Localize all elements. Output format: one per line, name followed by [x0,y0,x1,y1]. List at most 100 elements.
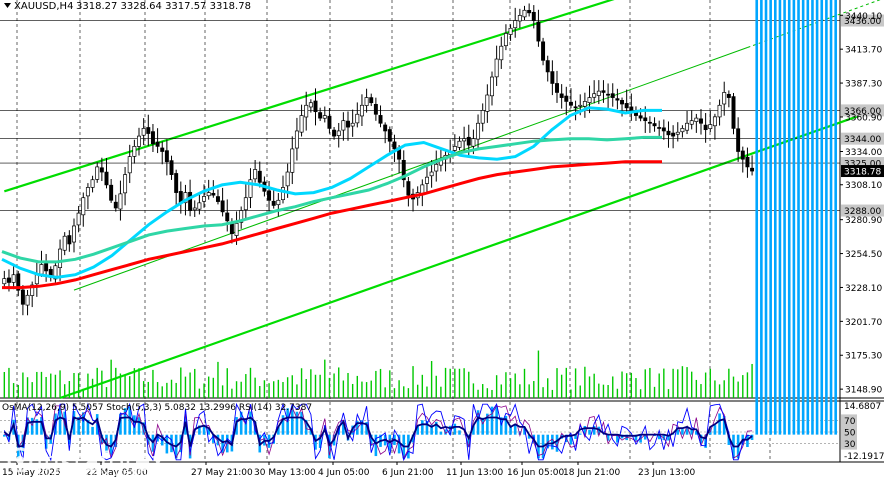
candle-bull [253,169,258,180]
candle-bull [341,120,346,131]
candle-bull [304,104,309,118]
candle-bull [39,264,44,275]
candle-bear [703,124,708,131]
candle-bull [712,116,717,127]
candle-bear [211,192,216,196]
level-label: 3366.00 [844,107,881,117]
price-tick-label: 3175.30 [845,352,882,362]
candle-bear [146,127,151,134]
moving-average-2 [1,135,662,264]
candle-bear [550,71,555,84]
candle-bull [285,171,290,187]
candle-bull [592,93,597,98]
candle-bull [239,210,244,223]
candle-bear [606,93,611,96]
candle-bear [745,156,750,168]
candle-bear [740,150,745,160]
candle-bear [573,106,578,109]
candle-bull [717,104,722,118]
price-tick-label: 3440.10 [845,12,882,22]
level-label: 3288.00 [844,207,881,217]
candle-bull [359,104,364,117]
candle-bear [215,196,220,202]
candle-bear [750,167,755,172]
candle-bull [183,192,188,204]
price-tick-label: 3254.50 [845,250,882,260]
candle-bull [336,130,341,136]
candle-bear [555,83,559,93]
candle-bear [541,41,546,61]
candle-bull [308,102,313,108]
candle-bull [457,140,462,148]
candle-bull [197,202,202,210]
candle-bull [25,294,30,306]
price-tick-label: 3148.90 [845,386,882,396]
candle-bear [601,90,606,93]
candle-bear [169,160,174,175]
watermark-logo: instaforex Instant Forex Trading [7,447,165,479]
candle-bull [722,92,727,105]
candle-bear [16,273,21,291]
current-price-bg [841,165,884,178]
candle-bull [322,115,327,119]
candle-bull [85,187,90,197]
candle-bull [582,101,587,107]
price-tick-label: 3201.70 [845,318,882,328]
candle-bear [225,212,230,222]
candle-bull [234,223,239,236]
channel-line-middle [73,47,748,291]
price-tick-label: 3387.30 [845,80,882,90]
candle-bear [104,171,109,186]
candle-bear [699,118,703,124]
candle-bull [58,248,63,269]
candle-bull [53,265,58,280]
candle-bear [610,93,615,98]
rsi-line [3,416,753,448]
candle-bull [30,284,35,296]
price-tick-label: 3334.00 [845,148,882,158]
collapse-icon[interactable] [4,3,11,8]
candle-bull [132,146,137,157]
candle-bull [62,235,67,251]
candle-bear [466,136,471,146]
time-label: 16 Jun 05:00 [507,468,564,478]
watermark-brand: instaforex [36,447,165,477]
level-label: 3436.00 [844,17,881,27]
candle-bull [248,179,253,198]
price-tick-label: 3280.90 [845,216,882,226]
candle-bull [587,97,592,103]
indicator-axis-label: 14.6807 [844,402,881,412]
candle-bear [6,277,11,283]
indicator-level-bg [841,414,857,427]
candle-bear [267,190,272,201]
indicator-axis-label: 70 [844,417,856,427]
candle-bull [2,278,7,285]
axes: 3440.10 3413.70 3387.30 3360.90 3334.00 3308.… [0,12,884,478]
candle-bull [127,156,132,174]
candle-bear [271,200,276,206]
candle-bear [220,200,225,213]
candle-bear [113,201,118,209]
indicator-header: OsMA(12,26,9) 5.5057 Stoch(5,3,3) 5.0832… [2,403,312,413]
candlesticks[interactable] [2,0,836,316]
candle-bull [694,117,699,122]
candle-bull [420,184,425,194]
candle-bull [462,138,467,142]
candle-bull [11,274,16,283]
indicator-level-bg [841,437,857,450]
candle-bear [109,184,114,201]
horizontal-levels: 3436.00 3366.00 3344.00 3325.00 3288.00 3318.… [0,14,884,217]
candle-bear [346,120,350,128]
candle-bear [160,147,165,152]
candle-bull [299,115,304,133]
price-tick-label: 3413.70 [845,46,882,56]
candle-bull [708,124,713,129]
candle-bear [67,235,72,245]
candle-bull [123,174,128,194]
indicator-axis-label: 30 [844,440,856,450]
candle-bear [652,123,657,127]
candle-bear [327,115,332,129]
candle-bull [137,135,141,147]
candle-bull [680,128,685,133]
candle-bear [527,10,532,14]
